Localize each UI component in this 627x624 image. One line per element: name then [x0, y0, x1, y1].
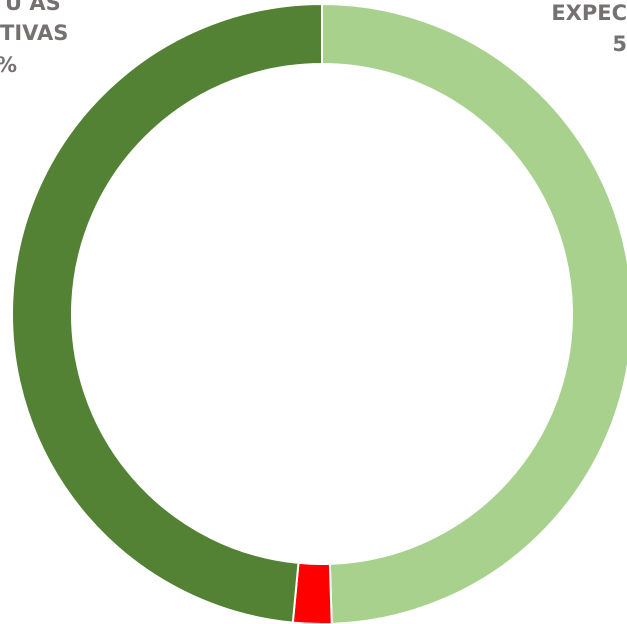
- donut-slice: [11, 2, 323, 624]
- slice-label: EXPEC: [551, 1, 627, 25]
- slice-label: U AS: [5, 0, 61, 15]
- slice-label: TIVAS: [0, 21, 68, 45]
- donut-slice: [321, 2, 627, 624]
- donut-slice: [291, 561, 333, 624]
- slice-label: 5: [612, 32, 627, 56]
- slice-label: %: [0, 53, 17, 77]
